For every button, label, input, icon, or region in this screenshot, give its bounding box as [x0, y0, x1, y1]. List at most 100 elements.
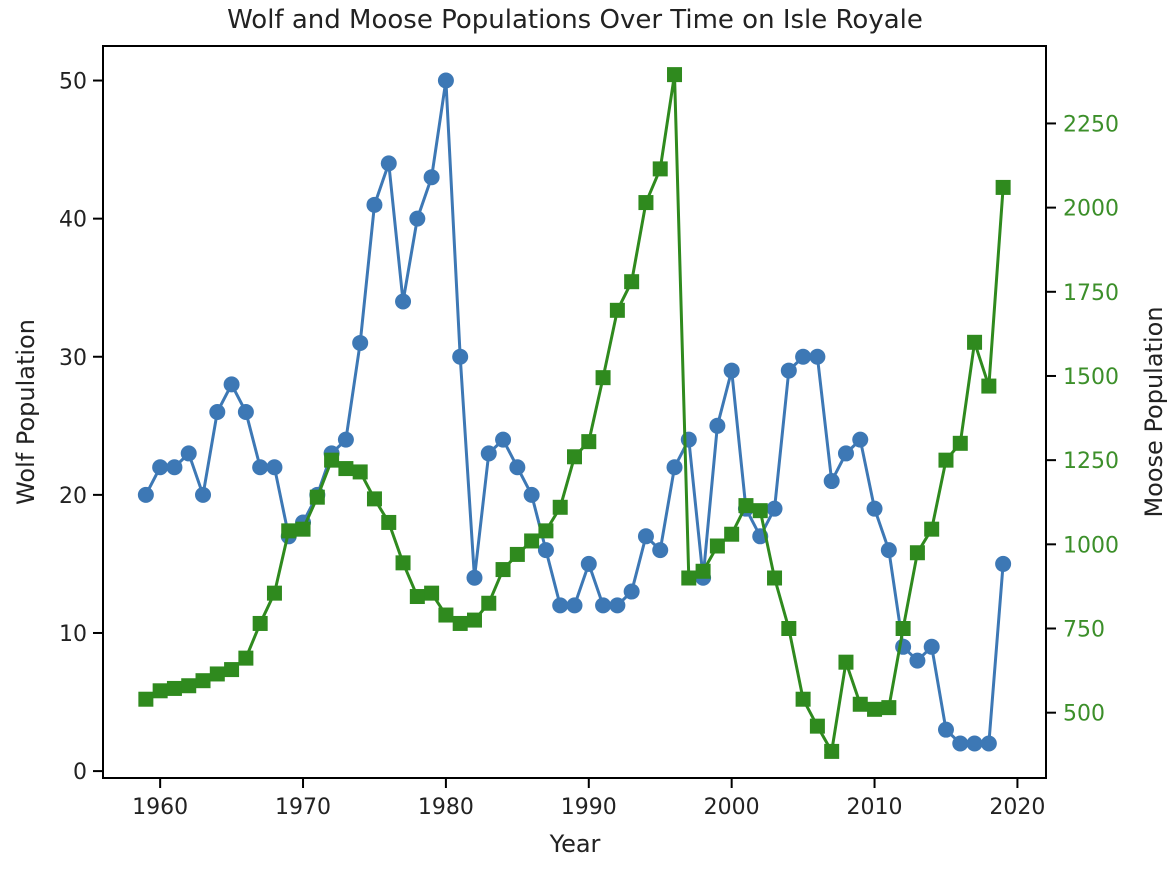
moose-data-point	[595, 370, 611, 386]
moose-data-point	[781, 621, 797, 637]
moose-data-point	[581, 434, 597, 450]
moose-data-point	[895, 621, 911, 637]
wolf-data-point	[952, 735, 969, 752]
x-tick-label: 1980	[418, 795, 474, 820]
wolf-data-point	[666, 459, 683, 476]
moose-data-point	[695, 563, 711, 579]
wolf-data-point	[966, 735, 983, 752]
wolf-series	[137, 72, 1012, 752]
right-y-tick-label: 1750	[1063, 281, 1119, 306]
x-axis: 1960 1970 1980 1990 2000 2010 2020	[132, 778, 1045, 820]
moose-data-point	[924, 521, 940, 537]
moose-data-point	[266, 585, 282, 601]
moose-data-point	[209, 666, 225, 682]
left-y-axis-label: Wolf Population	[12, 319, 40, 505]
right-y-tick-label: 2250	[1063, 112, 1119, 137]
wolf-data-point	[866, 500, 883, 517]
wolf-data-point	[723, 362, 740, 379]
wolf-data-point	[980, 735, 997, 752]
wolf-data-point	[880, 542, 897, 559]
moose-data-point	[281, 523, 297, 539]
wolf-data-point	[166, 459, 183, 476]
moose-data-point	[838, 654, 854, 670]
x-tick-label: 1990	[561, 795, 617, 820]
moose-series	[138, 67, 1011, 759]
moose-data-point	[352, 464, 368, 480]
wolf-data-point	[923, 638, 940, 655]
wolf-data-point	[552, 597, 569, 614]
wolf-data-point	[180, 445, 197, 462]
wolf-data-point	[395, 293, 412, 310]
moose-data-point	[767, 570, 783, 586]
moose-data-point	[338, 461, 354, 477]
moose-data-point	[509, 546, 525, 562]
wolf-data-point	[609, 597, 626, 614]
left-y-tick-label: 40	[59, 208, 87, 233]
moose-data-point	[238, 650, 254, 666]
moose-data-point	[609, 302, 625, 318]
wolf-data-point	[423, 169, 440, 186]
wolf-data-point	[995, 555, 1012, 572]
moose-data-point	[952, 435, 968, 451]
x-tick-label: 1960	[132, 795, 188, 820]
moose-data-point	[452, 615, 468, 631]
wolf-data-point	[637, 528, 654, 545]
moose-data-point	[724, 526, 740, 542]
moose-data-point	[909, 545, 925, 561]
right-y-tick-label: 2000	[1063, 197, 1119, 222]
wolf-data-point	[795, 348, 812, 365]
wolf-data-point	[209, 404, 226, 420]
moose-data-point	[295, 521, 311, 537]
moose-data-point	[881, 700, 897, 716]
moose-data-point	[709, 538, 725, 554]
right-y-tick-label: 500	[1063, 702, 1105, 727]
wolf-data-point	[223, 376, 240, 393]
wolf-data-point	[680, 431, 697, 448]
wolf-data-point	[237, 404, 254, 420]
wolf-data-point	[709, 417, 726, 434]
moose-data-point	[438, 607, 454, 623]
wolf-data-point	[452, 348, 469, 365]
moose-data-point	[366, 491, 382, 507]
wolf-data-point	[152, 459, 169, 476]
chart-title: Wolf and Moose Populations Over Time on …	[227, 5, 923, 35]
wolf-data-point	[495, 431, 512, 448]
left-y-tick-label: 0	[73, 760, 87, 785]
moose-data-point	[524, 533, 540, 549]
wolf-data-point	[823, 473, 840, 490]
wolf-data-point	[366, 196, 383, 213]
left-y-tick-label: 20	[59, 484, 87, 509]
right-y-tick-label: 750	[1063, 618, 1105, 643]
x-tick-label: 2010	[847, 795, 903, 820]
wolf-data-point	[523, 486, 540, 503]
x-tick-label: 2020	[989, 795, 1045, 820]
moose-data-point	[195, 673, 211, 689]
moose-data-point	[981, 378, 997, 394]
wolf-data-point	[780, 362, 797, 379]
x-tick-label: 1970	[275, 795, 331, 820]
wolf-data-point	[937, 721, 954, 738]
moose-data-point	[309, 489, 325, 505]
wolf-data-point	[537, 542, 554, 559]
wolf-data-point	[195, 486, 212, 503]
moose-data-point	[752, 503, 768, 519]
wolf-data-point	[580, 555, 597, 572]
x-tick-label: 2000	[704, 795, 760, 820]
moose-data-point	[852, 696, 868, 712]
moose-data-point	[395, 555, 411, 571]
wolf-data-point	[380, 155, 397, 172]
wolf-series-line	[144, 79, 1005, 745]
moose-data-point	[795, 691, 811, 707]
moose-data-point	[567, 449, 582, 465]
wolf-data-point	[766, 500, 783, 517]
wolf-data-point	[809, 348, 826, 365]
wolf-data-point	[266, 459, 283, 476]
left-y-axis: 0 10 20 30 40 50	[59, 70, 103, 785]
moose-data-point	[552, 499, 568, 515]
wolf-data-point	[652, 542, 669, 559]
plot-area-frame	[102, 45, 1047, 779]
right-y-tick-label: 1250	[1063, 449, 1119, 474]
moose-data-point	[252, 615, 268, 631]
moose-data-point	[738, 498, 754, 514]
